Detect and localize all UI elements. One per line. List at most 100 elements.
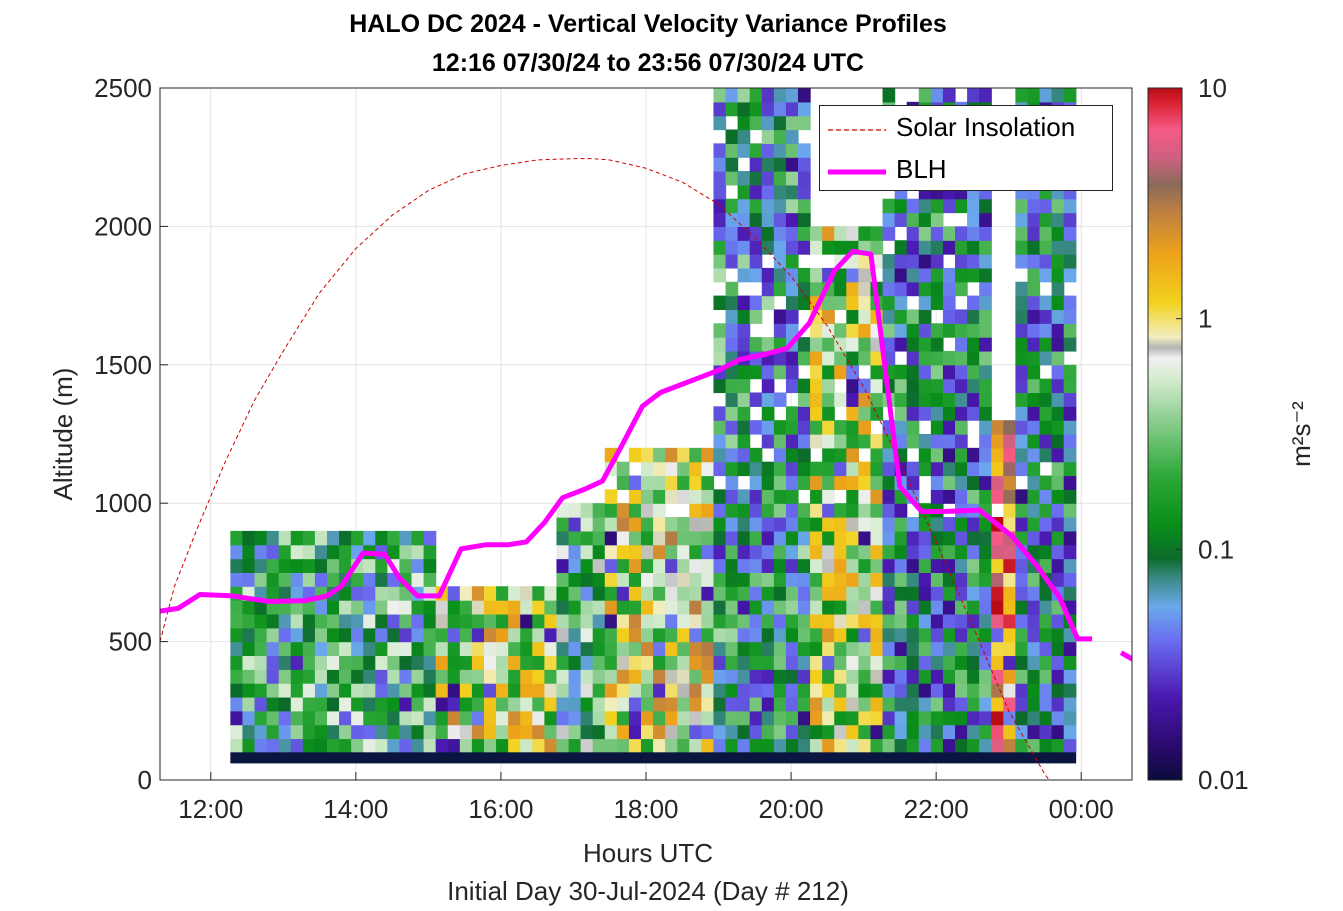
heatmap-cell (834, 281, 847, 297)
heatmap-cell (822, 696, 835, 712)
heatmap-cell (834, 572, 847, 587)
blh-line-tail (1119, 650, 1132, 662)
heatmap-cells (230, 88, 1077, 753)
heatmap-cell (773, 544, 787, 560)
heatmap-cell (967, 627, 980, 643)
heatmap-cell (339, 600, 352, 615)
heatmap-cell (955, 281, 968, 297)
heatmap-cell (701, 696, 715, 712)
heatmap-cell (556, 669, 570, 684)
heatmap-cell (302, 696, 316, 712)
heatmap-cell (447, 738, 461, 753)
heatmap-cell (616, 710, 630, 726)
heatmap-cell (955, 447, 968, 463)
heatmap-cell (628, 586, 642, 601)
heatmap-cell (556, 530, 570, 546)
heatmap-cell (858, 641, 872, 657)
heatmap-cell (834, 323, 847, 338)
heatmap-cell (266, 710, 280, 726)
heatmap-cell (822, 323, 835, 338)
heatmap-cell (858, 724, 872, 740)
heatmap-cell (798, 212, 811, 227)
heatmap-cell (858, 337, 872, 352)
heatmap-cell (363, 669, 376, 684)
heatmap-cell (447, 586, 461, 601)
heatmap-cell (1039, 558, 1053, 573)
heatmap-cell (955, 655, 968, 670)
heatmap-cell (749, 171, 763, 186)
heatmap-cell (737, 420, 751, 435)
heatmap-cell (363, 586, 376, 601)
heatmap-cell (544, 669, 558, 684)
heatmap-cell (653, 530, 666, 546)
heatmap-cell (822, 434, 835, 449)
heatmap-cell (810, 434, 823, 449)
heatmap-cell (725, 641, 739, 657)
heatmap-cell (677, 558, 690, 573)
heatmap-cell (387, 600, 401, 615)
heatmap-cell (242, 558, 256, 573)
heatmap-cell (761, 420, 775, 435)
heatmap-cell (665, 600, 678, 615)
heatmap-cell (942, 350, 956, 366)
heatmap-cell (1015, 558, 1029, 573)
heatmap-cell (761, 724, 775, 740)
heatmap-cell (326, 600, 340, 615)
heatmap-cell (1027, 503, 1041, 518)
heatmap-cell (1051, 724, 1065, 740)
heatmap-cell (556, 696, 570, 712)
heatmap-cell (1015, 434, 1029, 449)
heatmap-cell (351, 696, 364, 712)
heatmap-cell (894, 558, 908, 573)
heatmap-cell (882, 641, 896, 657)
heatmap-cell (870, 655, 884, 670)
heatmap-cell (713, 171, 727, 186)
heatmap-cell (1051, 88, 1065, 103)
heatmap-cell (725, 558, 739, 573)
heatmap-cell (689, 489, 702, 504)
heatmap-cell (363, 572, 376, 587)
heatmap-cell (278, 696, 292, 712)
heatmap-cell (339, 544, 352, 560)
heatmap-cell (834, 655, 847, 670)
heatmap-cell (955, 254, 968, 269)
heatmap-cell (278, 683, 292, 698)
heatmap-cell (737, 434, 751, 449)
heatmap-cell (713, 738, 727, 753)
heatmap-cell (749, 572, 763, 587)
heatmap-cell (387, 586, 401, 601)
heatmap-cell (822, 226, 835, 241)
heatmap-cell (556, 586, 570, 601)
heatmap-cell (942, 364, 956, 380)
heatmap-cell (701, 475, 715, 490)
heatmap-cell (870, 406, 884, 421)
heatmap-cell (483, 669, 497, 684)
heatmap-cell (701, 461, 715, 477)
heatmap-cell (1039, 503, 1053, 518)
heatmap-cell (942, 475, 956, 490)
heatmap-cell (967, 337, 980, 352)
heatmap-cell (798, 337, 811, 352)
heatmap-cell (665, 627, 678, 643)
heatmap-cell (314, 544, 328, 560)
heatmap-cell (568, 724, 582, 740)
heatmap-cell (677, 655, 690, 670)
heatmap-cell (749, 184, 763, 200)
heatmap-cell (556, 572, 570, 587)
heatmap-cell (592, 738, 606, 753)
heatmap-cell (266, 586, 280, 601)
heatmap-cell (870, 517, 884, 532)
heatmap-cell (1039, 254, 1053, 269)
heatmap-cell (1063, 88, 1077, 103)
heatmap-cell (459, 669, 473, 684)
heatmap-cell (230, 558, 244, 573)
heatmap-cell (713, 295, 727, 311)
heatmap-cell (918, 683, 932, 698)
heatmap-cell (713, 434, 727, 449)
heatmap-cell (979, 350, 992, 366)
heatmap-cell (1063, 420, 1077, 435)
heatmap-cell (749, 267, 763, 283)
heatmap-cell (423, 544, 437, 560)
heatmap-cell (556, 683, 570, 698)
